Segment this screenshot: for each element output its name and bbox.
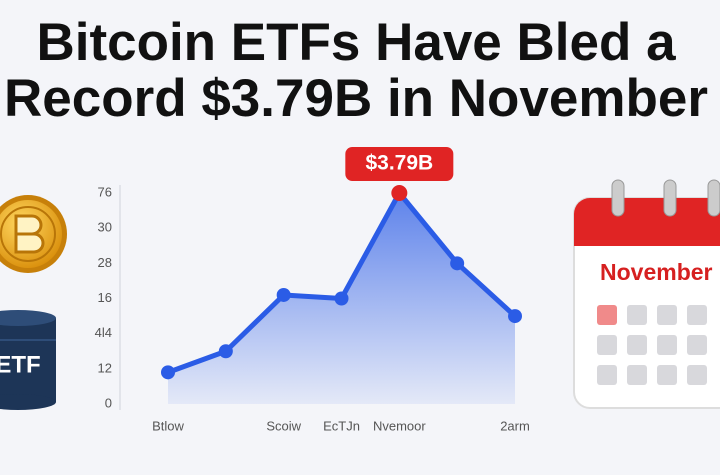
x-tick-label: Scoiw <box>266 418 301 433</box>
annotation-box <box>345 147 454 181</box>
plot: 0 12 4l4 16 28 30 76 Btlow Scoiw EcTJn Nvemoor 2arm… <box>95 147 530 433</box>
etf-label: ETF <box>0 351 41 378</box>
point <box>450 256 465 271</box>
y-tick-label: 4l4 <box>95 325 112 340</box>
y-tick-label: 16 <box>98 290 112 305</box>
x-tick-label: EcTJn <box>323 418 360 433</box>
y-tick-label: 30 <box>98 220 112 235</box>
x-tick-label: Btlow <box>152 418 184 433</box>
point <box>218 344 233 359</box>
peak-point <box>391 185 408 201</box>
title-line: Record $3.79B in November <box>4 69 708 128</box>
calendar-label: November <box>600 259 713 285</box>
annotation: $3.79B <box>365 152 433 175</box>
title-line: Bitcoin ETFs Have Bled a <box>36 13 676 72</box>
y-tick-label: 76 <box>98 184 112 199</box>
point <box>276 287 291 302</box>
x-tick-label: 2arm <box>500 418 530 433</box>
point <box>161 365 175 380</box>
point <box>334 291 349 306</box>
x-tick-label: Nvemoor <box>373 418 426 433</box>
y-tick-label: 12 <box>98 360 112 375</box>
y-tick-label: 28 <box>98 255 112 270</box>
point <box>508 309 522 324</box>
bitcoin-icon <box>0 195 67 273</box>
y-tick-label: 0 <box>105 395 112 410</box>
etf-icon: ETF <box>0 310 56 410</box>
calendar-icon: November <box>573 179 720 409</box>
